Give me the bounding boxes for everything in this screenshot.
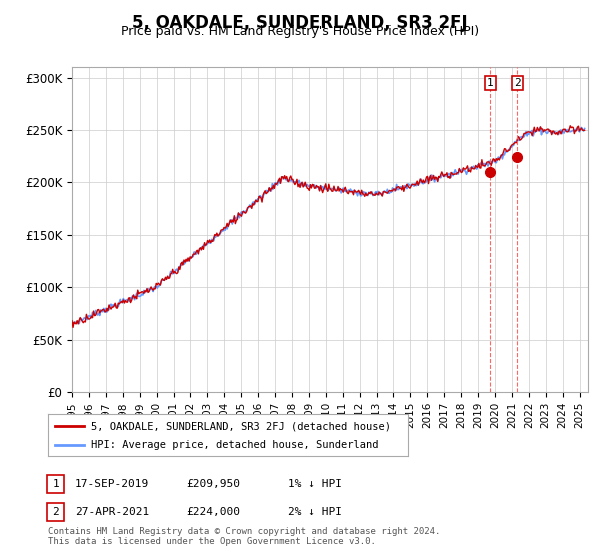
Text: 2% ↓ HPI: 2% ↓ HPI <box>288 507 342 517</box>
Text: 1: 1 <box>52 479 59 489</box>
Text: £224,000: £224,000 <box>186 507 240 517</box>
Text: 5, OAKDALE, SUNDERLAND, SR3 2FJ (detached house): 5, OAKDALE, SUNDERLAND, SR3 2FJ (detache… <box>91 421 391 431</box>
Text: Price paid vs. HM Land Registry's House Price Index (HPI): Price paid vs. HM Land Registry's House … <box>121 25 479 38</box>
Text: 17-SEP-2019: 17-SEP-2019 <box>75 479 149 489</box>
Text: 5, OAKDALE, SUNDERLAND, SR3 2FJ: 5, OAKDALE, SUNDERLAND, SR3 2FJ <box>132 14 468 32</box>
Text: 2: 2 <box>514 78 521 88</box>
Text: 1: 1 <box>487 78 494 88</box>
Text: Contains HM Land Registry data © Crown copyright and database right 2024.
This d: Contains HM Land Registry data © Crown c… <box>48 526 440 546</box>
Text: £209,950: £209,950 <box>186 479 240 489</box>
Text: 2: 2 <box>52 507 59 517</box>
Text: 27-APR-2021: 27-APR-2021 <box>75 507 149 517</box>
Text: 1% ↓ HPI: 1% ↓ HPI <box>288 479 342 489</box>
Text: HPI: Average price, detached house, Sunderland: HPI: Average price, detached house, Sund… <box>91 440 379 450</box>
